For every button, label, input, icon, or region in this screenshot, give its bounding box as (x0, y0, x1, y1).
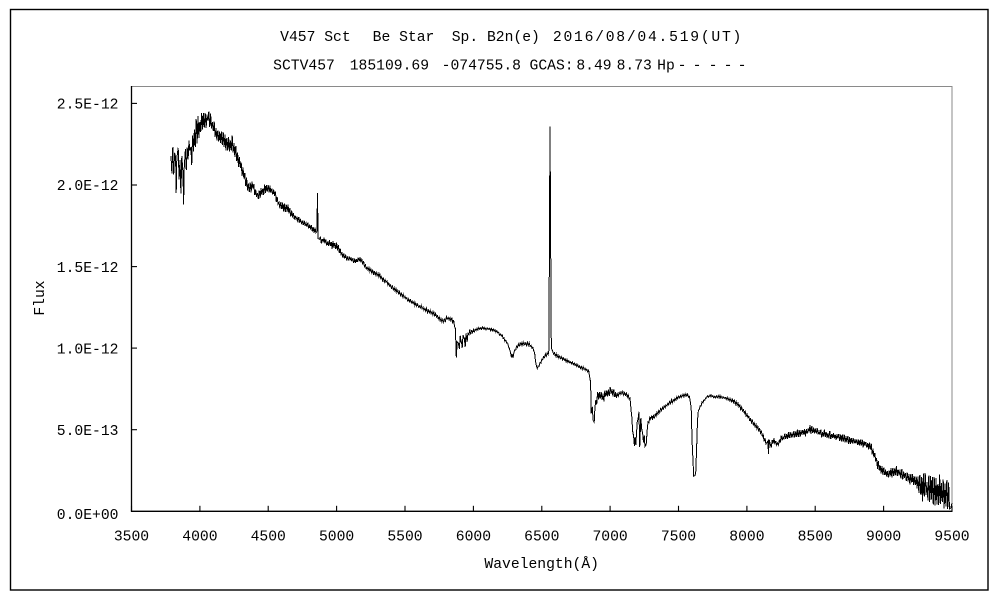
svg-text:0.0E+00: 0.0E+00 (57, 508, 119, 524)
svg-text:1.0E-12: 1.0E-12 (57, 342, 119, 358)
svg-text:2.5E-12: 2.5E-12 (57, 98, 119, 114)
svg-text:Hp: Hp (657, 59, 675, 75)
svg-text:8.73: 8.73 (617, 59, 652, 75)
svg-text:5000: 5000 (319, 530, 354, 546)
svg-text:SCTV457: SCTV457 (273, 59, 335, 75)
svg-text:-: - (693, 59, 702, 75)
svg-text:-074755.8: -074755.8 (442, 59, 521, 75)
svg-text:8000: 8000 (729, 530, 764, 546)
svg-text:3500: 3500 (114, 530, 149, 546)
svg-text:Be Star: Be Star (373, 30, 435, 46)
svg-text:1.5E-12: 1.5E-12 (57, 261, 119, 277)
svg-text:Wavelength(Å): Wavelength(Å) (484, 556, 599, 573)
svg-text:4500: 4500 (251, 530, 286, 546)
svg-text:Flux: Flux (33, 280, 49, 315)
svg-text:185109.69: 185109.69 (350, 59, 429, 75)
svg-text:2.0E-12: 2.0E-12 (57, 179, 119, 195)
svg-text:6500: 6500 (524, 530, 559, 546)
svg-text:7500: 7500 (661, 530, 696, 546)
svg-text:8500: 8500 (798, 530, 833, 546)
svg-text:4000: 4000 (182, 530, 217, 546)
svg-text:8.49: 8.49 (576, 59, 611, 75)
svg-text:-: - (709, 59, 718, 75)
svg-text:V457 Sct: V457 Sct (280, 30, 351, 46)
svg-text:-: - (738, 59, 747, 75)
svg-text:2016/08/04.519(UT): 2016/08/04.519(UT) (553, 30, 743, 46)
svg-text:6000: 6000 (456, 530, 491, 546)
svg-text:-: - (678, 59, 687, 75)
svg-text:9500: 9500 (934, 530, 969, 546)
svg-text:7000: 7000 (592, 530, 627, 546)
svg-text:GCAS:: GCAS: (530, 59, 574, 75)
svg-text:-: - (724, 59, 733, 75)
svg-text:Sp. B2n(e): Sp. B2n(e) (452, 30, 540, 46)
svg-text:5.0E-13: 5.0E-13 (57, 424, 119, 440)
svg-text:9000: 9000 (866, 530, 901, 546)
svg-text:5500: 5500 (387, 530, 422, 546)
